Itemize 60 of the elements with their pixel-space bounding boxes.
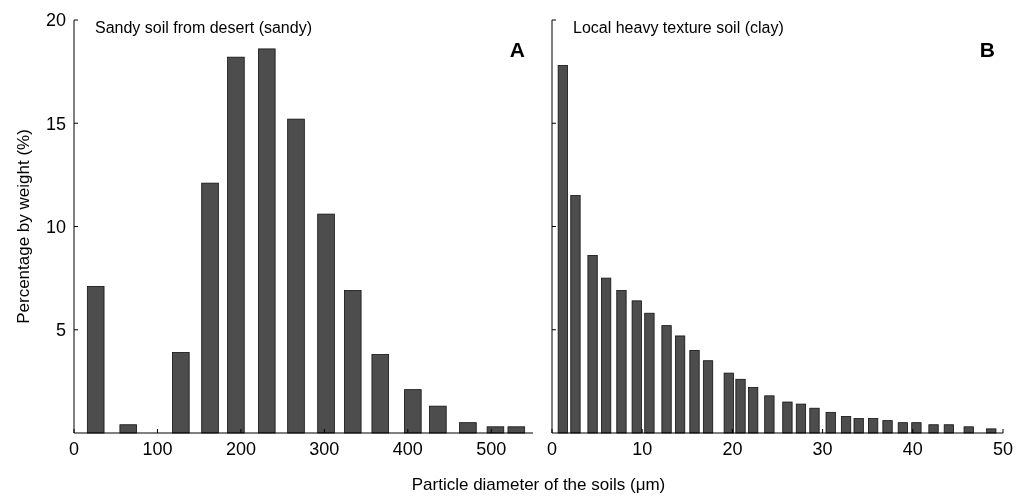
y-tick-label: 15 xyxy=(45,113,66,134)
x-tick-label: 10 xyxy=(632,439,653,459)
bar xyxy=(258,48,276,434)
annotation: A xyxy=(509,38,525,61)
y-tick-label: 5 xyxy=(55,320,66,341)
bar xyxy=(868,418,879,434)
bar xyxy=(486,426,505,434)
bar xyxy=(119,424,137,434)
x-tick-label: 40 xyxy=(902,439,923,459)
bar xyxy=(689,350,700,434)
bar xyxy=(882,420,893,434)
y-tick-label: 10 xyxy=(45,216,66,237)
x-tick-label: 50 xyxy=(992,439,1014,459)
bar xyxy=(371,354,390,434)
bar xyxy=(459,422,477,434)
bar xyxy=(963,426,974,434)
bar xyxy=(201,182,219,434)
chart-title: Local heavy texture soil (clay) xyxy=(573,19,784,36)
y-axis-title: Percentage by weight (%) xyxy=(14,129,33,324)
bar xyxy=(86,285,105,434)
x-tick-label: 0 xyxy=(546,439,558,459)
x-tick-label: 200 xyxy=(225,439,256,459)
y-tick-label: 20 xyxy=(45,10,66,31)
x-axis-title: Particle diameter of the soils (μm) xyxy=(411,475,666,494)
bar xyxy=(631,300,642,434)
bar xyxy=(287,118,305,434)
bar xyxy=(227,56,245,434)
bar xyxy=(795,403,807,434)
x-tick-label: 0 xyxy=(68,439,80,459)
bar xyxy=(557,65,568,434)
x-tick-label: 30 xyxy=(812,439,833,459)
bar xyxy=(601,277,612,434)
bar xyxy=(343,290,362,434)
chart-title: Sandy soil from desert (sandy) xyxy=(95,19,312,36)
bar xyxy=(644,312,655,434)
x-tick-label: 100 xyxy=(142,439,173,459)
x-tick-label: 500 xyxy=(476,439,507,459)
annotation: B xyxy=(979,38,995,61)
x-tick-label: 20 xyxy=(722,439,743,459)
bar xyxy=(840,416,852,434)
bar xyxy=(911,422,922,434)
bar xyxy=(172,352,190,434)
bar xyxy=(853,418,864,434)
bar xyxy=(404,389,422,434)
bar xyxy=(825,411,836,434)
x-tick-label: 400 xyxy=(392,439,423,459)
bar xyxy=(928,424,939,434)
bar xyxy=(317,213,335,434)
bar xyxy=(587,255,598,434)
bar xyxy=(702,360,714,434)
bar xyxy=(616,290,627,434)
x-tick-label: 300 xyxy=(309,439,340,459)
bar xyxy=(429,405,447,434)
bar xyxy=(570,195,581,434)
bar xyxy=(809,407,820,434)
bar xyxy=(674,335,686,434)
bar xyxy=(782,401,793,434)
bar xyxy=(661,325,672,434)
bar xyxy=(748,387,759,434)
bar xyxy=(764,395,775,434)
